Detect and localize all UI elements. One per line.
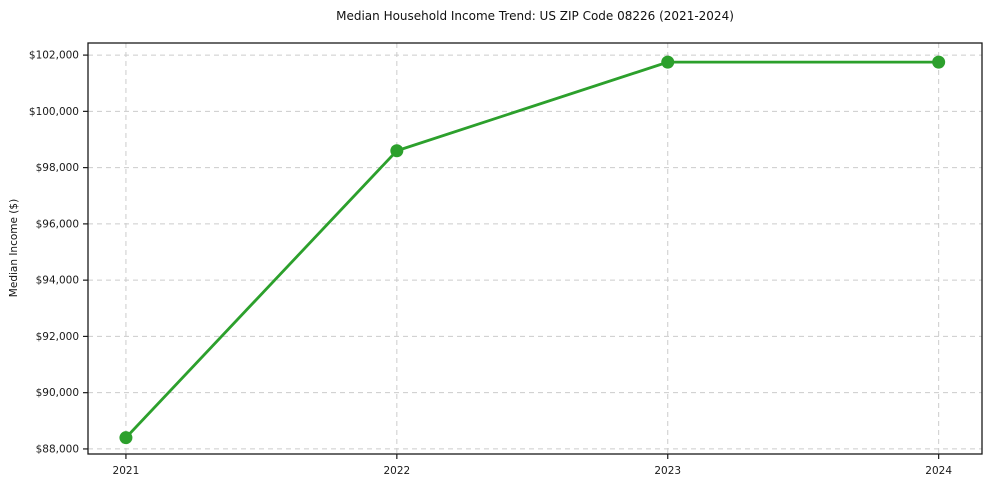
chart-title: Median Household Income Trend: US ZIP Co…	[336, 9, 734, 23]
y-tick-label: $100,000	[29, 106, 79, 118]
plot-frame	[87, 42, 983, 455]
y-tick-label: $88,000	[36, 443, 79, 455]
y-tick-label: $96,000	[36, 218, 79, 230]
x-tick-label: 2023	[654, 465, 681, 477]
data-point-marker	[390, 144, 404, 158]
y-tick-label: $98,000	[36, 162, 79, 174]
y-tick-label: $94,000	[36, 275, 79, 287]
y-tick-label: $102,000	[29, 50, 79, 62]
x-tick-label: 2024	[925, 465, 952, 477]
data-point-marker	[119, 431, 133, 445]
data-point-marker	[661, 55, 675, 69]
x-tick-label: 2022	[383, 465, 410, 477]
income-trend-line	[124, 60, 941, 440]
y-axis-label: Median Income ($)	[8, 198, 20, 298]
x-tick-label: 2021	[113, 465, 140, 477]
y-tick-label: $90,000	[36, 387, 79, 399]
data-point-marker	[932, 55, 946, 69]
y-tick-label: $92,000	[36, 331, 79, 343]
